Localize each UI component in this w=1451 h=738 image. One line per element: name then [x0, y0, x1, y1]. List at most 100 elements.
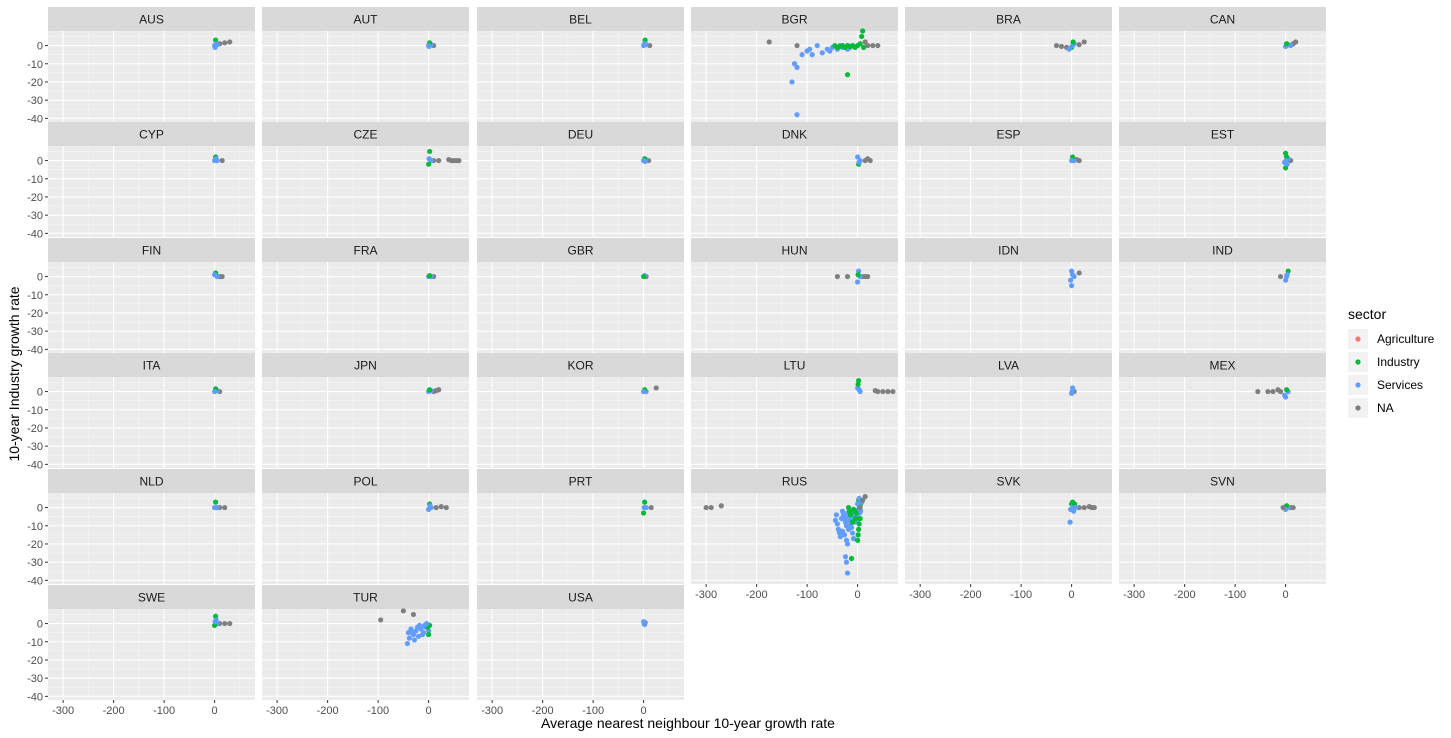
data-point	[648, 504, 654, 511]
facet-panel-cze: CZE	[262, 122, 469, 237]
panel-background	[262, 262, 469, 353]
data-point	[1284, 272, 1290, 278]
data-point	[642, 621, 648, 628]
legend: sector Agriculture Industry Services NA	[1348, 306, 1435, 418]
data-point	[791, 61, 798, 67]
data-point	[222, 620, 228, 627]
facet-strip	[477, 122, 684, 146]
x-tick-label: -300	[909, 589, 931, 601]
legend-label: Agriculture	[1377, 332, 1435, 346]
facet-panel-rus: RUS	[691, 469, 898, 584]
data-point	[213, 41, 219, 47]
y-axis-title: 10-year Industry growth rate	[6, 286, 22, 461]
facet-strip	[48, 7, 255, 31]
data-point	[843, 559, 850, 565]
data-point	[642, 158, 648, 165]
data-point	[860, 28, 866, 34]
facet-panel-pol: POL	[262, 469, 469, 584]
legend-title: sector	[1348, 306, 1386, 322]
data-point	[845, 526, 852, 533]
data-point	[1073, 504, 1079, 511]
data-point	[766, 39, 772, 45]
data-point	[212, 388, 218, 395]
panel-background	[477, 31, 684, 122]
data-point	[833, 512, 840, 518]
facet-strip	[477, 7, 684, 31]
facet-strip-label: AUT	[354, 13, 379, 27]
data-point	[421, 622, 428, 628]
facet-panel-prt: PRT	[477, 469, 684, 584]
data-point	[862, 157, 868, 164]
facet-panel-jpn: JPN	[262, 353, 469, 468]
data-point	[213, 156, 219, 162]
data-point	[718, 503, 724, 509]
y-tick-label: -20	[27, 77, 43, 89]
data-point	[438, 504, 444, 510]
legend-item-na: NA	[1348, 398, 1394, 418]
facet-panel-bra: BRA	[905, 7, 1112, 122]
facet-panel-hun: HUN	[691, 238, 898, 353]
data-point	[838, 515, 845, 522]
data-point	[1067, 519, 1073, 525]
facet-strip-label: LVA	[998, 359, 1019, 373]
data-point	[857, 515, 863, 522]
data-point	[1280, 504, 1286, 511]
facet-panel-gbr: GBR	[477, 238, 684, 353]
panel-background	[477, 262, 684, 353]
panels-layer: AUS AUT BEL BGR BRA CAN CYP CZE DEU DNK ESP EST FIN F…	[48, 7, 1326, 700]
facet-strip	[1119, 353, 1326, 377]
data-point	[1255, 388, 1261, 395]
facet-strip-label: LTU	[784, 359, 806, 373]
y-tick-label: -40	[27, 228, 43, 240]
facet-strip	[262, 7, 469, 31]
y-tick-label: -10	[27, 405, 43, 417]
y-tick-label: -30	[27, 441, 43, 453]
facet-panel-deu: DEU	[477, 122, 684, 237]
facet-strip-label: CYP	[139, 128, 164, 142]
data-point	[415, 633, 422, 639]
legend-key-point	[1355, 382, 1361, 388]
facet-strip	[691, 353, 898, 377]
facet-strip	[691, 469, 898, 493]
facet-panel-aus: AUS	[48, 7, 255, 122]
data-point	[849, 530, 856, 536]
panel-background	[477, 146, 684, 237]
data-point	[1284, 387, 1290, 393]
x-tick-label: -200	[1174, 589, 1196, 601]
data-point	[842, 554, 849, 560]
data-point	[427, 387, 433, 393]
facet-strip-label: BRA	[996, 13, 1021, 27]
facet-strip	[48, 122, 255, 146]
data-point	[1283, 157, 1289, 164]
y-tick-label: -30	[27, 673, 43, 685]
panel-background	[262, 31, 469, 122]
x-tick-label: -200	[103, 705, 125, 717]
y-tick-label: -10	[27, 637, 43, 649]
facet-strip-label: ESP	[996, 128, 1020, 142]
facet-strip	[477, 353, 684, 377]
panel-background	[905, 262, 1112, 353]
data-point	[1066, 46, 1072, 52]
facet-strip	[477, 238, 684, 262]
facet-strip	[1119, 7, 1326, 31]
facet-strip-label: RUS	[782, 475, 807, 489]
data-point	[872, 388, 878, 394]
data-point	[443, 504, 449, 511]
facet-strip	[48, 238, 255, 262]
panel-background	[477, 609, 684, 700]
facet-strip-label: POL	[353, 475, 377, 489]
data-point	[426, 161, 432, 167]
y-tick-label: -20	[27, 539, 43, 551]
facet-panel-svk: SVK	[905, 469, 1112, 584]
y-tick-label: -30	[27, 95, 43, 107]
facet-strip	[262, 585, 469, 609]
data-point	[1265, 388, 1271, 395]
data-point	[641, 273, 647, 280]
data-point	[855, 279, 861, 285]
data-point	[400, 608, 406, 614]
data-point	[860, 497, 866, 503]
panel-background	[905, 377, 1112, 468]
facet-strip-label: AUS	[139, 13, 164, 27]
data-point	[814, 42, 820, 49]
